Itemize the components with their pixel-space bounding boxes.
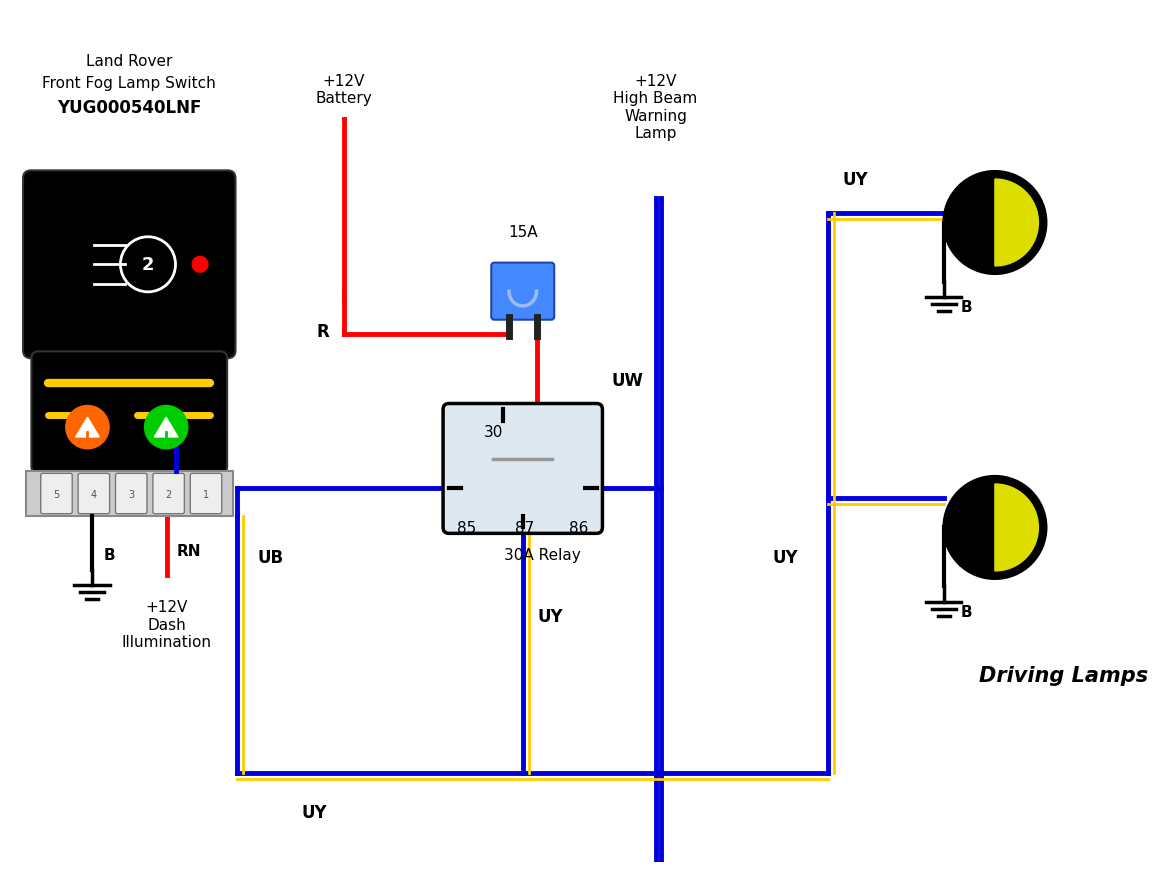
Circle shape: [944, 477, 1046, 579]
Text: 5: 5: [54, 489, 59, 499]
Text: 85: 85: [457, 520, 476, 535]
Text: +12V
High Beam
Warning
Lamp: +12V High Beam Warning Lamp: [614, 74, 698, 141]
Text: 30: 30: [483, 424, 503, 439]
Text: +12V
Dash
Illumination: +12V Dash Illumination: [121, 600, 212, 649]
FancyBboxPatch shape: [23, 171, 235, 359]
Circle shape: [944, 172, 1046, 275]
Text: B: B: [960, 299, 972, 315]
Text: 1: 1: [203, 489, 209, 499]
Text: Land Rover: Land Rover: [86, 54, 172, 69]
FancyBboxPatch shape: [26, 472, 233, 516]
Text: R: R: [316, 322, 329, 341]
Wedge shape: [995, 180, 1038, 267]
Text: 4: 4: [91, 489, 97, 499]
FancyBboxPatch shape: [153, 474, 184, 514]
Circle shape: [65, 406, 110, 449]
Text: Front Fog Lamp Switch: Front Fog Lamp Switch: [42, 76, 217, 91]
FancyBboxPatch shape: [492, 263, 555, 321]
Text: UY: UY: [537, 607, 563, 626]
Text: UY: UY: [302, 803, 327, 821]
Circle shape: [144, 406, 188, 449]
FancyBboxPatch shape: [31, 352, 227, 474]
Text: 87: 87: [515, 520, 535, 535]
Polygon shape: [76, 418, 99, 437]
FancyBboxPatch shape: [78, 474, 110, 514]
Text: UY: UY: [772, 548, 798, 567]
FancyBboxPatch shape: [115, 474, 147, 514]
Text: 15A: 15A: [508, 225, 537, 240]
Text: 2: 2: [142, 256, 154, 274]
Text: RN: RN: [176, 543, 202, 558]
Text: UY: UY: [842, 171, 868, 189]
Text: B: B: [104, 547, 115, 563]
Text: B: B: [960, 604, 972, 619]
Text: UW: UW: [612, 371, 644, 389]
Text: 86: 86: [570, 520, 588, 535]
FancyBboxPatch shape: [41, 474, 72, 514]
Text: +12V
Battery: +12V Battery: [316, 74, 372, 106]
FancyBboxPatch shape: [443, 404, 602, 534]
Polygon shape: [154, 418, 178, 437]
FancyBboxPatch shape: [190, 474, 221, 514]
Text: 30A Relay: 30A Relay: [504, 547, 581, 562]
Circle shape: [192, 257, 209, 273]
Text: Driving Lamps: Driving Lamps: [980, 666, 1149, 686]
Text: UB: UB: [257, 548, 283, 567]
Text: 2: 2: [165, 489, 171, 499]
Text: 3: 3: [128, 489, 134, 499]
Text: YUG000540LNF: YUG000540LNF: [57, 99, 202, 117]
Wedge shape: [995, 484, 1038, 571]
